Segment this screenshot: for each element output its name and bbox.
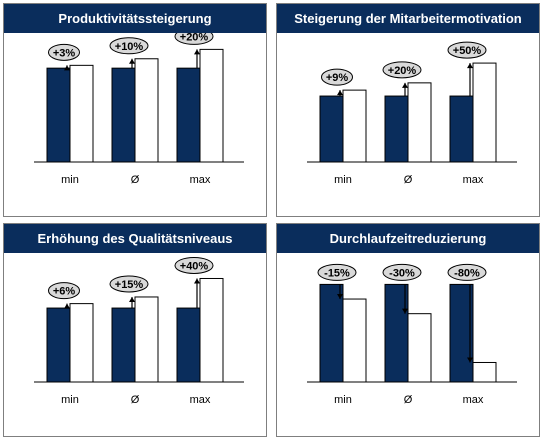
bar-before [46,307,71,383]
x-tick-label: Ø [131,174,140,186]
bar-after [342,298,367,383]
x-tick-label: max [190,174,211,186]
arrow-head [467,357,473,363]
arrow-head [194,278,200,284]
change-label-bubble [447,263,487,281]
arrow-head [337,90,343,96]
x-tick-label: min [334,394,352,406]
x-tick-label: max [463,394,484,406]
bar-before [384,95,409,163]
change-label-bubble [109,275,149,293]
chart-plot: +6% min +15% Ø +40% max [34,256,244,406]
change-label: +3% [53,47,76,59]
change-label: -30% [389,267,415,279]
bar-after [472,361,497,383]
bar-after [472,62,497,163]
bar-after [407,82,432,163]
change-label-bubble [321,68,353,86]
arrow-head [64,65,70,71]
chart-plot: +3% min +10% Ø +20% max [34,33,244,186]
arrow-head [402,82,408,88]
bar-after [342,89,367,163]
x-tick-label: Ø [404,174,413,186]
arrow-head [337,294,343,300]
bar-after [199,48,224,163]
arrow-head [64,303,70,309]
x-tick-label: min [334,174,352,186]
change-label: +20% [180,33,209,43]
change-label-bubble [48,282,80,300]
x-tick-label: Ø [131,394,140,406]
chart-plot: +9% min +20% Ø +50% max [307,41,517,186]
bar-after [407,313,432,383]
change-label-bubble [174,256,214,274]
bar-before [176,307,201,383]
x-tick-label: min [61,174,79,186]
x-tick-label: Ø [404,394,413,406]
chart-panel-quality: Erhöhung des Qualitätsniveaus +6% min +15%… [3,223,267,437]
bar-before [449,95,474,163]
change-label-bubble [109,37,149,55]
arrow-head [129,58,135,64]
bar-before [46,67,71,163]
bar-after [69,303,94,383]
x-tick-label: max [463,174,484,186]
chart-panel-productivity: Produktivitätssteigerung +3% min +10% Ø +20%… [3,3,267,217]
chart-panel-motivation: Steigerung der Mitarbeitermotivation +9%… [276,3,540,217]
chart-title: Steigerung der Mitarbeitermotivation [277,4,539,33]
change-label: +9% [326,72,349,84]
change-label-bubble [382,61,422,79]
bar-after [134,58,159,163]
arrow-head [129,296,135,302]
bar-before [176,67,201,163]
chart-panel-lead-time: Durchlaufzeitreduzierung -15% min -30% Ø -80… [276,223,540,437]
change-label-bubble [174,33,214,45]
change-label: +20% [388,65,417,77]
bar-before [319,283,344,383]
arrow-head [467,63,473,69]
bar-before [111,67,136,163]
change-label: +10% [115,41,144,53]
bar-after [199,277,224,383]
change-label-bubble [447,41,487,59]
x-tick-label: max [190,394,211,406]
change-label: +40% [180,260,209,272]
chart-title: Erhöhung des Qualitätsniveaus [4,224,266,253]
chart-plot: -15% min -30% Ø -80% max [307,263,517,406]
change-label-bubble [317,263,357,281]
bar-after [134,296,159,383]
change-label: +15% [115,279,144,291]
bar-after [69,64,94,163]
bar-before [319,95,344,163]
change-label-bubble [48,43,80,61]
arrow-head [194,49,200,55]
arrow-head [402,308,408,314]
change-label: +50% [453,45,482,57]
change-label-bubble [382,263,422,281]
change-label: -15% [324,267,350,279]
change-label: -80% [454,267,480,279]
change-label: +6% [53,286,76,298]
chart-title: Produktivitätssteigerung [4,4,266,33]
chart-title: Durchlaufzeitreduzierung [277,224,539,253]
x-tick-label: min [61,394,79,406]
bar-before [111,307,136,383]
